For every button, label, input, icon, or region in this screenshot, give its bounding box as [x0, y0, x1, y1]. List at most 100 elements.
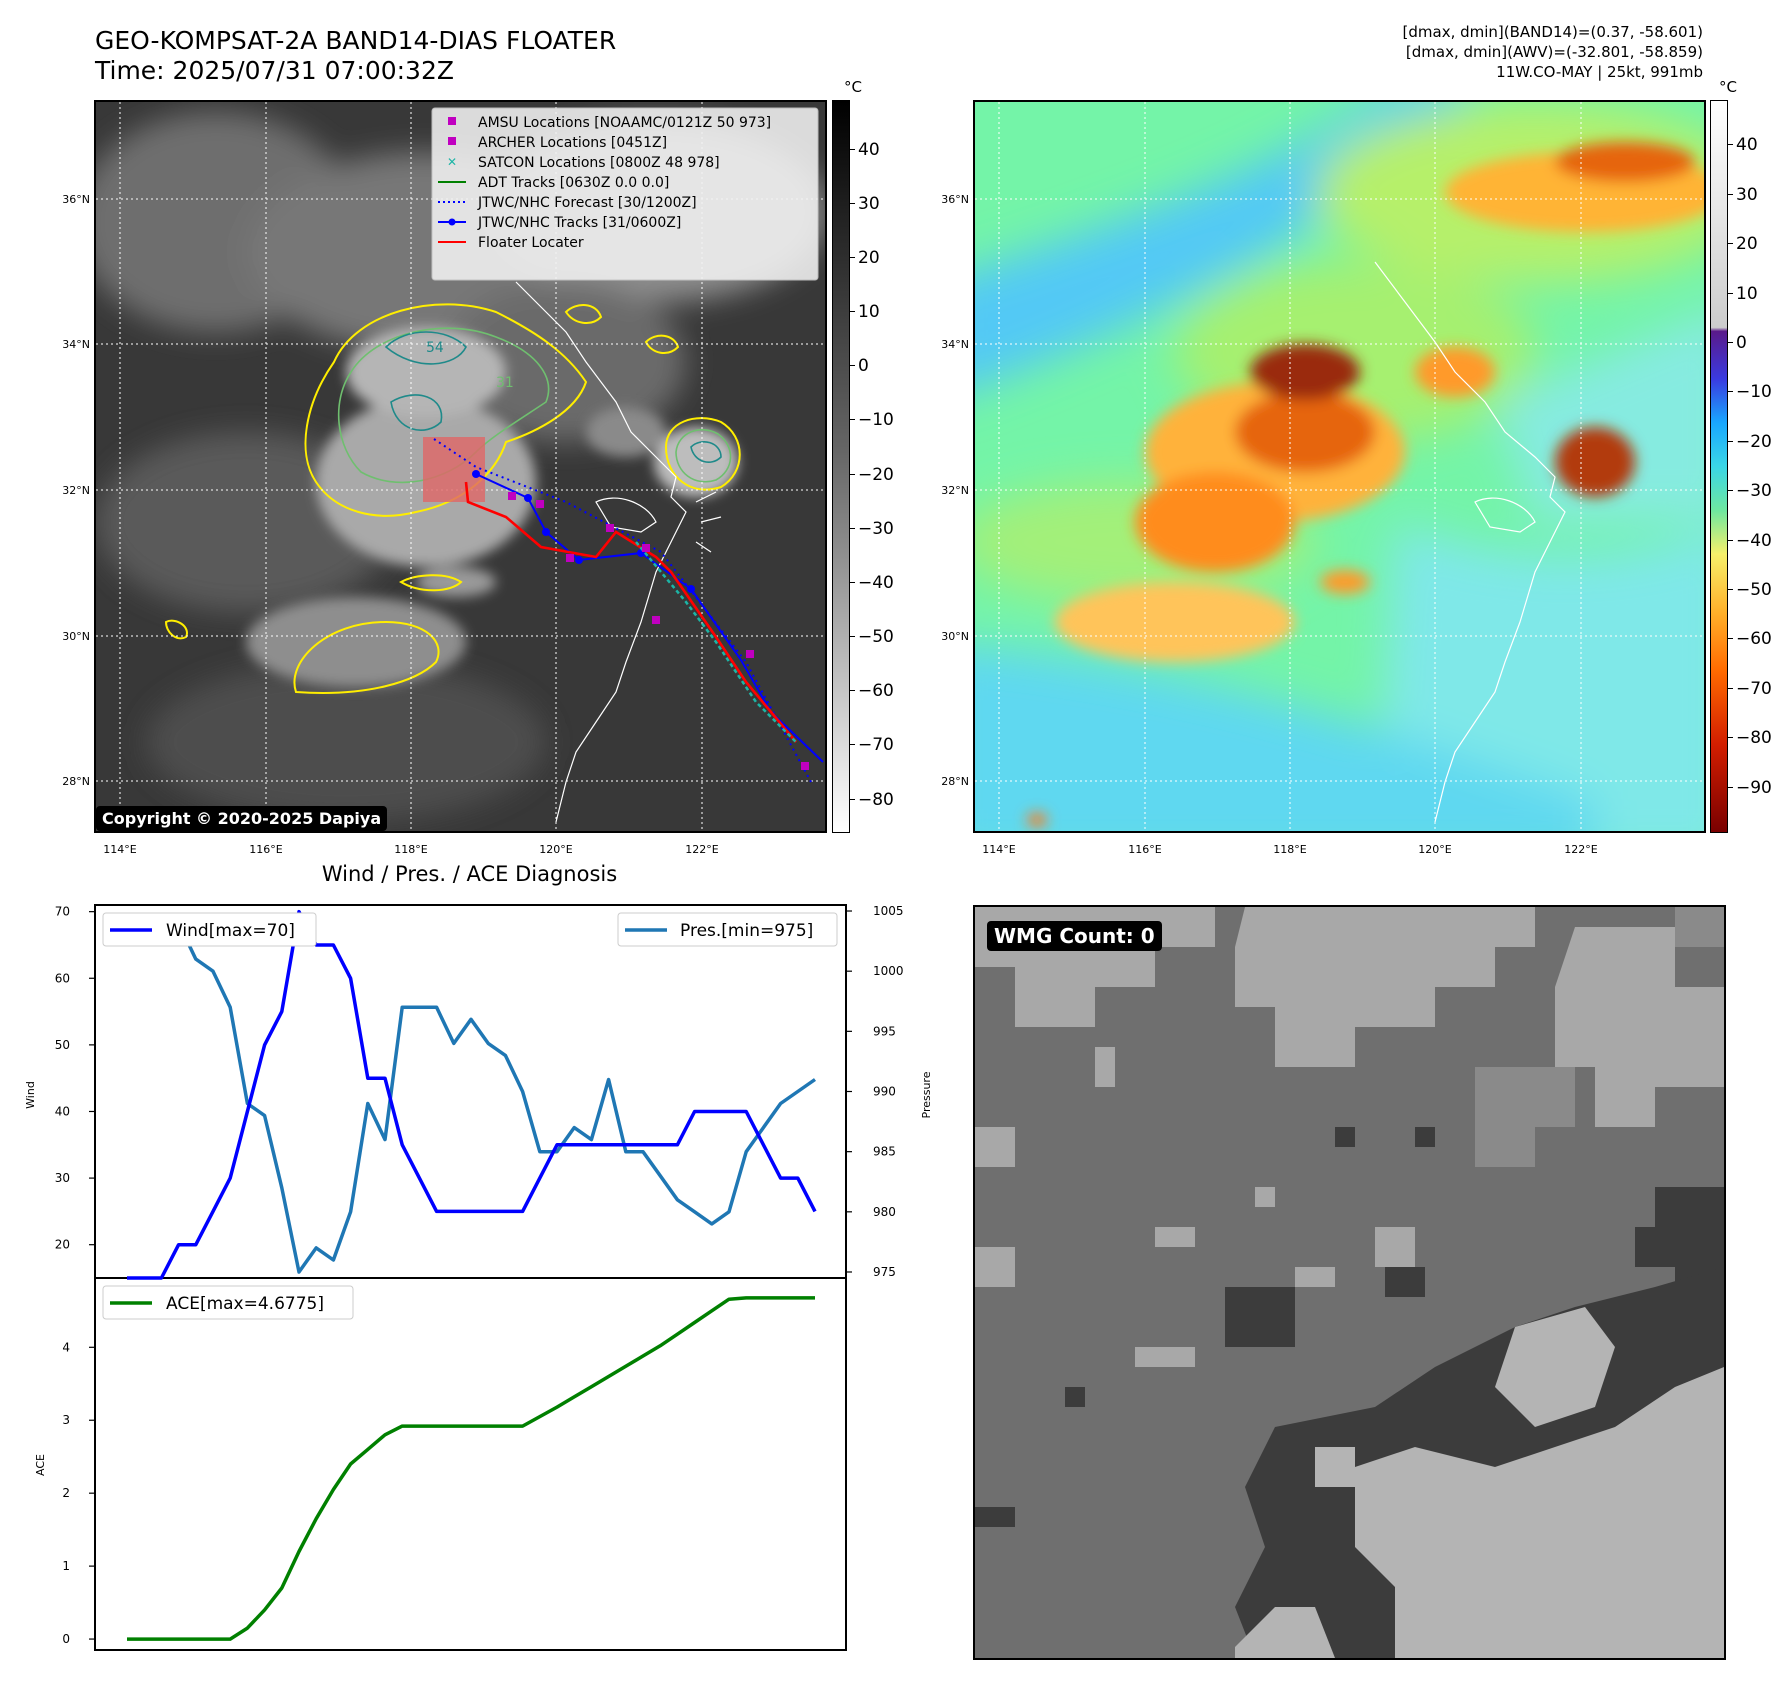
awv-colorbar-tick: −60: [1736, 629, 1772, 650]
legend-marker-x: ✕: [447, 155, 457, 169]
ace-axis-ticks: 0 1 2 3 4: [62, 1340, 95, 1646]
awv-colorbar-tick: −50: [1736, 579, 1772, 600]
colorbar-tick-mark: [1728, 440, 1733, 442]
floater-track-line: [464, 481, 797, 743]
lon-label: 122°E: [1564, 843, 1598, 856]
wmg-bright-regions: [1235, 1307, 1724, 1658]
colorbar-tick-mark: [850, 581, 855, 583]
colorbar-tick-mark: [1728, 786, 1733, 788]
amsu-archer-points: [508, 492, 809, 770]
legend-marker-dot: [448, 218, 456, 226]
wind-axis-label: Wind: [24, 1081, 37, 1109]
satcon-track-line: [635, 541, 797, 743]
awv-colorbar-tick: −20: [1736, 431, 1772, 452]
lon-label: 116°E: [1128, 843, 1162, 856]
colorbar-tick-mark: [1728, 588, 1733, 590]
title-line-1: GEO-KOMPSAT-2A BAND14-DIAS FLOATER: [95, 26, 617, 55]
colorbar-tick-mark: [850, 690, 855, 692]
colorbar-tick-mark: [1728, 193, 1733, 195]
ace-tick-label: 3: [62, 1413, 70, 1427]
ir-map-legend: AMSU Locations [NOAAMC/0121Z 50 973] ARCH…: [431, 107, 819, 281]
legend-label: ADT Tracks [0630Z 0.0 0.0]: [478, 175, 669, 191]
legend-entry: AMSU Locations [NOAAMC/0121Z 50 973]: [448, 115, 771, 131]
ace-axes: [94, 1277, 847, 1651]
ir-map-svg: 54 31: [96, 102, 825, 831]
wind-tick-label: 30: [55, 1171, 70, 1185]
ir-colorbar-unit: °C: [844, 78, 862, 96]
diagnosis-chart-title: Wind / Pres. / ACE Diagnosis: [321, 862, 618, 886]
awv-map-svg: [975, 102, 1704, 831]
ace-tick-label: 4: [62, 1340, 70, 1354]
wmg-light-regions: [975, 907, 1724, 1367]
ir-colorbar-tick: −30: [858, 518, 894, 539]
colorbar-tick-mark: [850, 473, 855, 475]
colorbar-tick-mark: [850, 744, 855, 746]
contour-label-31: 31: [496, 375, 514, 391]
colorbar-tick-mark: [1728, 737, 1733, 739]
ir-satellite-map: 54 31: [94, 100, 827, 833]
contour-green: [337, 327, 732, 484]
legend-marker-square: [448, 137, 456, 145]
info-line-3: 11W.CO-MAY | 25kt, 991mb: [1496, 63, 1703, 81]
legend-entry: ✕ SATCON Locations [0800Z 48 978]: [447, 155, 720, 171]
awv-convection: [1027, 142, 1704, 827]
pressure-axis-ticks: 975 980 985 990 995 1000 1005: [846, 904, 904, 1279]
awv-colorbar-unit: °C: [1719, 78, 1737, 96]
pressure-tick-label: 975: [873, 1265, 896, 1279]
pressure-series-line: [127, 921, 817, 1274]
ir-colorbar-tick: −40: [858, 572, 894, 593]
contour-label-54: 54: [426, 340, 444, 356]
awv-colorbar-tick: 40: [1736, 135, 1758, 156]
colorbar-tick-mark: [1728, 342, 1733, 344]
awv-coastline: [1374, 261, 1566, 823]
legend-label: Floater Locater: [478, 235, 584, 251]
colorbar-tick-mark: [850, 365, 855, 367]
pressure-tick-label: 990: [873, 1085, 896, 1099]
ace-legend: ACE[max=4.6775]: [102, 1285, 354, 1320]
awv-colorbar-tick: 0: [1736, 333, 1747, 354]
pressure-legend-label: Pres.[min=975]: [680, 921, 813, 941]
awv-colorbar-tick: −90: [1736, 777, 1772, 798]
awv-colorbar-tick: 30: [1736, 184, 1758, 205]
awv-gridlines: [975, 102, 1704, 831]
awv-colorbar-tick: −40: [1736, 530, 1772, 551]
colorbar-tick-mark: [1728, 292, 1733, 294]
wind-tick-label: 70: [55, 905, 70, 919]
copyright-badge: Copyright © 2020-2025 Dapiya: [96, 806, 388, 831]
legend-label: AMSU Locations [NOAAMC/0121Z 50 973]: [478, 115, 771, 131]
colorbar-tick-mark: [850, 527, 855, 529]
lat-label: 28°N: [62, 775, 90, 788]
legend-label: JTWC/NHC Forecast [30/1200Z]: [477, 195, 697, 211]
wmg-count-badge: WMG Count: 0: [987, 921, 1162, 951]
lat-label: 32°N: [62, 484, 90, 497]
colorbar-tick-mark: [1728, 539, 1733, 541]
lon-label: 122°E: [685, 843, 719, 856]
lon-label: 114°E: [982, 843, 1016, 856]
lat-label: 30°N: [62, 630, 90, 643]
ace-axis-label: ACE: [34, 1454, 47, 1476]
pressure-tick-label: 985: [873, 1145, 896, 1159]
colorbar-tick-mark: [1728, 243, 1733, 245]
colorbar-tick-mark: [850, 636, 855, 638]
series-layer: [127, 909, 817, 1641]
lat-label: 34°N: [62, 338, 90, 351]
colorbar-tick-mark: [1728, 638, 1733, 640]
colorbar-tick-mark: [850, 311, 855, 313]
awv-colorbar: [1710, 100, 1728, 833]
ir-colorbar-tick: 0: [858, 356, 869, 377]
pressure-tick-label: 1005: [873, 904, 904, 918]
legend-label: SATCON Locations [0800Z 48 978]: [478, 155, 720, 171]
lon-label: 114°E: [103, 843, 137, 856]
legend-label: ARCHER Locations [0451Z]: [478, 135, 667, 151]
wmg-svg: [975, 907, 1724, 1658]
lon-label: 120°E: [539, 843, 573, 856]
wmg-mid-regions: [1475, 907, 1724, 1167]
pressure-axis-label: Pressure: [920, 1071, 933, 1118]
legend-entry: JTWC/NHC Forecast [30/1200Z]: [438, 195, 697, 211]
pressure-tick-label: 1000: [873, 964, 904, 978]
ir-colorbar: [832, 100, 850, 833]
ir-colorbar-tick: −10: [858, 410, 894, 431]
wind-tick-label: 60: [55, 971, 70, 985]
pressure-tick-label: 980: [873, 1205, 896, 1219]
colorbar-tick-mark: [850, 257, 855, 259]
